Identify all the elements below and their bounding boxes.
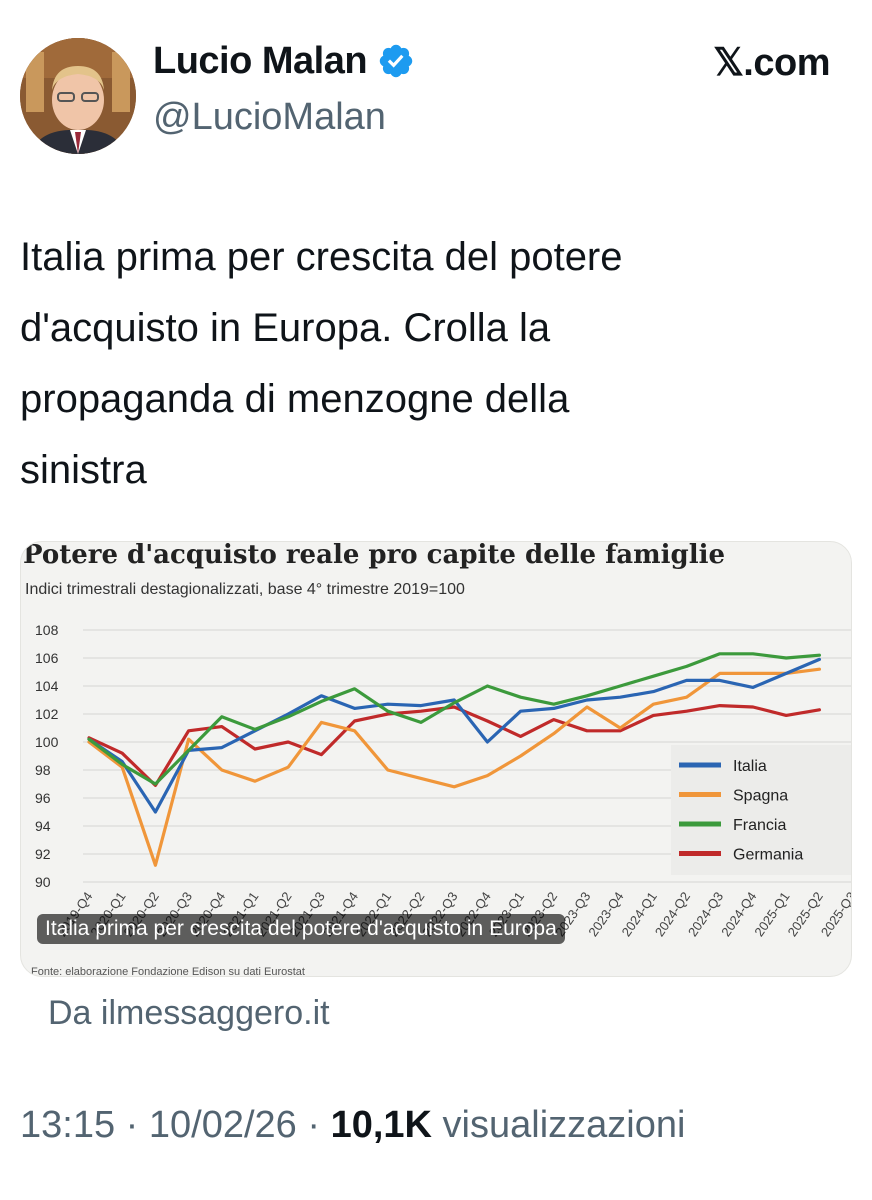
y-tick-label: 98 bbox=[35, 762, 51, 778]
views-count: 10,1K bbox=[330, 1104, 432, 1146]
author-name-row: Lucio Malan bbox=[153, 38, 415, 84]
card-source-link[interactable]: Da ilmessaggero.it bbox=[48, 994, 330, 1032]
y-tick-label: 104 bbox=[35, 678, 59, 694]
card-caption: Italia prima per crescita del potere d'a… bbox=[37, 914, 565, 944]
chart-source-note: Fonte: elaborazione Fondazione Edison su… bbox=[31, 966, 305, 977]
avatar[interactable] bbox=[20, 38, 136, 154]
tweet-time[interactable]: 13:15 bbox=[20, 1104, 116, 1146]
meta-separator: · bbox=[307, 1104, 321, 1146]
y-tick-label: 100 bbox=[35, 734, 59, 750]
series-line-spagna bbox=[87, 667, 821, 867]
chart-title: Potere d'acquisto reale pro capite delle… bbox=[23, 542, 725, 570]
y-tick-label: 94 bbox=[35, 818, 51, 834]
profile-photo-icon bbox=[20, 38, 136, 154]
y-tick-label: 106 bbox=[35, 650, 59, 666]
meta-separator: · bbox=[125, 1104, 139, 1146]
legend-label-germania: Germania bbox=[733, 847, 803, 864]
legend-label-spagna: Spagna bbox=[733, 788, 788, 805]
y-tick-label: 92 bbox=[35, 846, 51, 862]
chart-subtitle: Indici trimestrali destagionalizzati, ba… bbox=[25, 581, 465, 598]
y-tick-label: 90 bbox=[35, 874, 51, 890]
series-line-francia bbox=[87, 652, 821, 786]
tweet-text: Italia prima per crescita del potere d'a… bbox=[20, 235, 623, 492]
tweet-meta: 13:15 · 10/02/26 · 10,1K visualizzazioni bbox=[20, 1104, 685, 1147]
x-logo: 𝕏.com bbox=[713, 42, 830, 84]
y-tick-label: 102 bbox=[35, 706, 59, 722]
author-handle[interactable]: @LucioMalan bbox=[153, 96, 386, 138]
chart: Potere d'acquisto reale pro capite delle… bbox=[23, 542, 851, 939]
tweet-date[interactable]: 10/02/26 bbox=[148, 1104, 297, 1146]
y-tick-label: 96 bbox=[35, 790, 51, 806]
series-line-italia bbox=[87, 657, 821, 814]
y-tick-label: 108 bbox=[35, 622, 59, 638]
legend-label-italia: Italia bbox=[733, 758, 767, 775]
author-name[interactable]: Lucio Malan bbox=[153, 39, 368, 82]
legend-label-francia: Francia bbox=[733, 817, 786, 834]
verified-badge-icon bbox=[379, 44, 413, 78]
views-label: visualizzazioni bbox=[442, 1104, 686, 1146]
link-card[interactable]: Potere d'acquisto reale pro capite delle… bbox=[20, 541, 852, 977]
